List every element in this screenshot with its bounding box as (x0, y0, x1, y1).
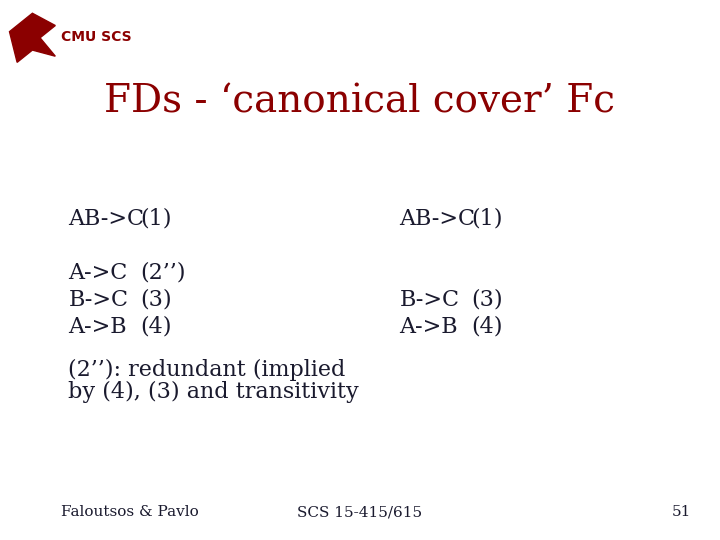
Text: Faloutsos & Pavlo: Faloutsos & Pavlo (61, 505, 199, 519)
Text: (1): (1) (472, 208, 503, 230)
Text: (4): (4) (140, 316, 172, 338)
Text: (1): (1) (140, 208, 172, 230)
Text: B->C: B->C (400, 289, 459, 311)
Text: AB->C: AB->C (400, 208, 476, 230)
Text: SCS 15-415/615: SCS 15-415/615 (297, 505, 423, 519)
Text: (2’’): (2’’) (140, 262, 186, 284)
Text: FDs - ‘canonical cover’ Fc: FDs - ‘canonical cover’ Fc (104, 84, 616, 121)
Text: (4): (4) (472, 316, 503, 338)
Polygon shape (9, 14, 55, 62)
Text: CMU SCS: CMU SCS (61, 30, 132, 44)
Text: by (4), (3) and transitivity: by (4), (3) and transitivity (68, 381, 359, 403)
Text: (3): (3) (472, 289, 503, 311)
Text: B->C: B->C (68, 289, 128, 311)
Text: A->B: A->B (68, 316, 127, 338)
Text: 51: 51 (672, 505, 691, 519)
Text: (2’’): redundant (implied: (2’’): redundant (implied (68, 359, 346, 381)
Text: (3): (3) (140, 289, 172, 311)
Text: A->B: A->B (400, 316, 458, 338)
Text: A->C: A->C (68, 262, 127, 284)
Text: AB->C: AB->C (68, 208, 145, 230)
